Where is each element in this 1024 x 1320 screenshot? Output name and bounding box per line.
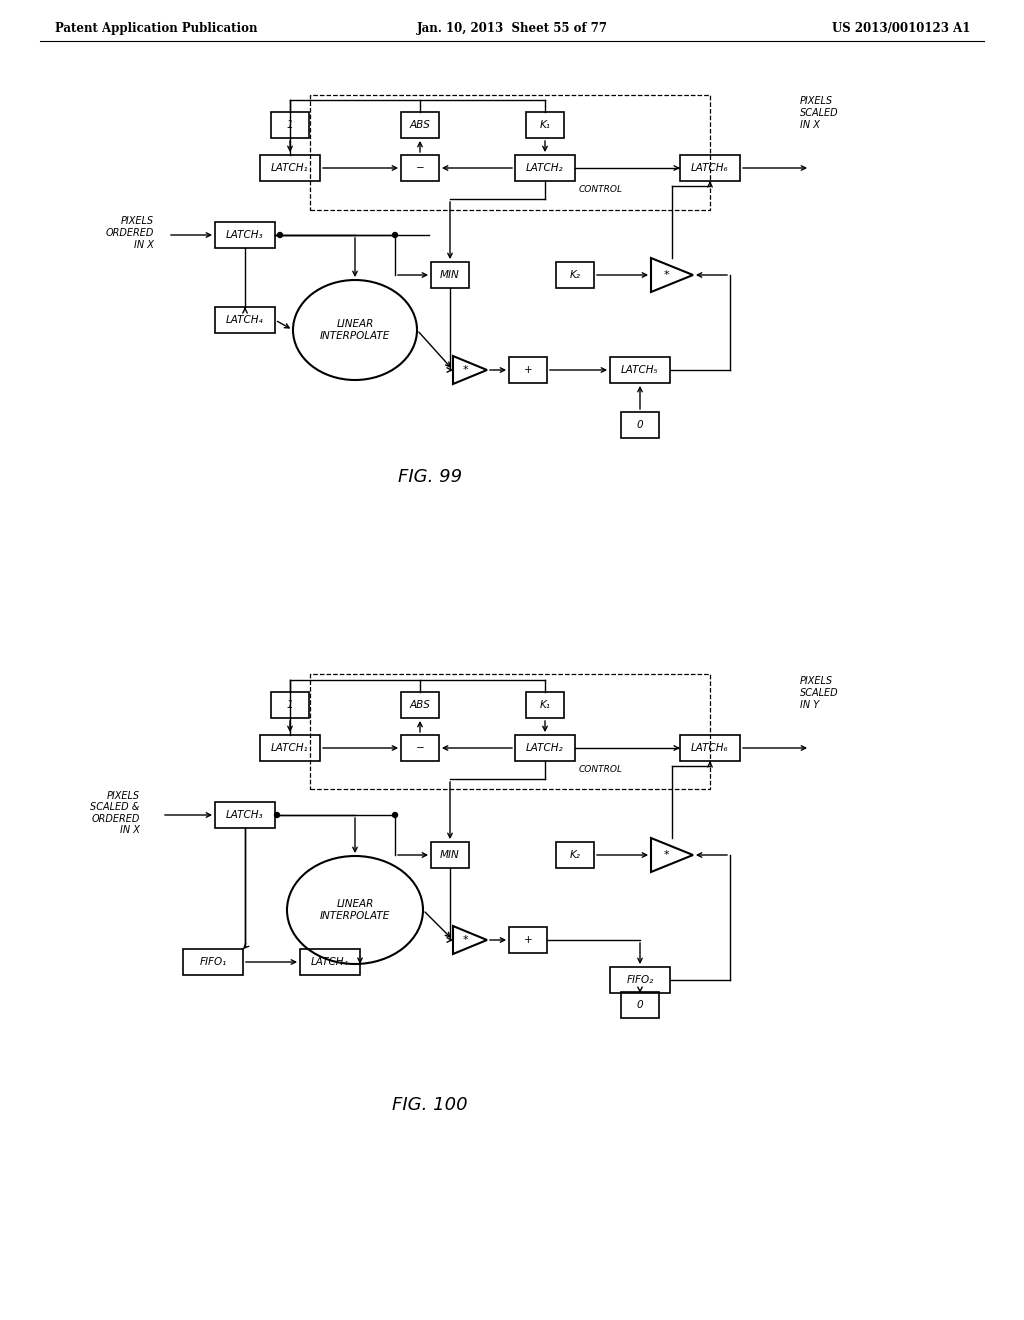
Text: CONTROL: CONTROL <box>579 186 623 194</box>
Bar <box>260 154 319 181</box>
Bar <box>215 803 275 828</box>
Text: Patent Application Publication: Patent Application Publication <box>55 22 257 36</box>
Bar <box>271 112 309 139</box>
Bar <box>509 356 547 383</box>
Text: LATCH₂: LATCH₂ <box>526 162 564 173</box>
Text: ABS: ABS <box>410 700 430 710</box>
Text: LATCH₆: LATCH₆ <box>691 162 729 173</box>
Bar <box>431 842 469 869</box>
Text: 0: 0 <box>637 420 643 430</box>
Text: K₁: K₁ <box>540 700 551 710</box>
Text: 0: 0 <box>637 1001 643 1010</box>
Bar <box>526 112 564 139</box>
Text: LATCH₁: LATCH₁ <box>271 743 309 752</box>
Text: LATCH₄: LATCH₄ <box>311 957 349 968</box>
Bar <box>431 261 469 288</box>
Bar <box>401 112 439 139</box>
Text: *: * <box>463 935 469 945</box>
Bar <box>680 735 740 762</box>
Bar <box>310 673 710 788</box>
Bar <box>610 968 670 993</box>
Text: FIFO₂: FIFO₂ <box>627 975 653 985</box>
Bar <box>621 412 659 438</box>
Bar <box>610 356 670 383</box>
Bar <box>401 692 439 718</box>
Text: +: + <box>523 935 532 945</box>
Text: CONTROL: CONTROL <box>579 766 623 775</box>
Text: LINEAR: LINEAR <box>336 899 374 909</box>
Bar <box>300 949 360 975</box>
Text: 1: 1 <box>287 700 293 710</box>
Bar <box>215 222 275 248</box>
Text: ABS: ABS <box>410 120 430 129</box>
Circle shape <box>392 232 397 238</box>
Text: LATCH₄: LATCH₄ <box>226 315 264 325</box>
Text: LATCH₅: LATCH₅ <box>622 366 658 375</box>
Text: LATCH₂: LATCH₂ <box>526 743 564 752</box>
Text: US 2013/0010123 A1: US 2013/0010123 A1 <box>831 22 970 36</box>
Bar <box>310 95 710 210</box>
Text: PIXELS
ORDERED
IN X: PIXELS ORDERED IN X <box>105 216 155 249</box>
Text: LATCH₆: LATCH₆ <box>691 743 729 752</box>
Text: FIFO₁: FIFO₁ <box>200 957 226 968</box>
Bar <box>526 692 564 718</box>
Bar <box>271 692 309 718</box>
Text: *: * <box>664 271 670 280</box>
Bar <box>556 261 594 288</box>
Text: FIG. 100: FIG. 100 <box>392 1096 468 1114</box>
Text: −: − <box>416 162 424 173</box>
Bar <box>260 735 319 762</box>
Bar <box>401 735 439 762</box>
Text: LATCH₃: LATCH₃ <box>226 810 264 820</box>
Bar <box>515 154 575 181</box>
Text: *: * <box>664 850 670 861</box>
Text: −: − <box>416 743 424 752</box>
Bar <box>509 927 547 953</box>
Circle shape <box>274 813 280 817</box>
Bar <box>515 735 575 762</box>
Text: *: * <box>463 366 469 375</box>
Bar <box>680 154 740 181</box>
Text: PIXELS
SCALED
IN X: PIXELS SCALED IN X <box>800 96 839 129</box>
Bar <box>556 842 594 869</box>
Text: MIN: MIN <box>440 271 460 280</box>
Text: PIXELS
SCALED
IN Y: PIXELS SCALED IN Y <box>800 676 839 710</box>
Text: LATCH₁: LATCH₁ <box>271 162 309 173</box>
Text: Jan. 10, 2013  Sheet 55 of 77: Jan. 10, 2013 Sheet 55 of 77 <box>417 22 607 36</box>
Circle shape <box>278 232 283 238</box>
Bar <box>621 993 659 1018</box>
Text: 1: 1 <box>287 120 293 129</box>
Bar <box>183 949 243 975</box>
Text: LINEAR: LINEAR <box>336 319 374 329</box>
Text: INTERPOLATE: INTERPOLATE <box>319 331 390 341</box>
Text: PIXELS
SCALED &
ORDERED
IN X: PIXELS SCALED & ORDERED IN X <box>90 791 139 836</box>
Bar <box>215 308 275 333</box>
Text: FIG. 99: FIG. 99 <box>398 469 462 486</box>
Text: INTERPOLATE: INTERPOLATE <box>319 911 390 921</box>
Bar <box>401 154 439 181</box>
Text: +: + <box>523 366 532 375</box>
Circle shape <box>392 813 397 817</box>
Text: K₁: K₁ <box>540 120 551 129</box>
Text: K₂: K₂ <box>569 271 581 280</box>
Text: K₂: K₂ <box>569 850 581 861</box>
Text: LATCH₃: LATCH₃ <box>226 230 264 240</box>
Text: MIN: MIN <box>440 850 460 861</box>
